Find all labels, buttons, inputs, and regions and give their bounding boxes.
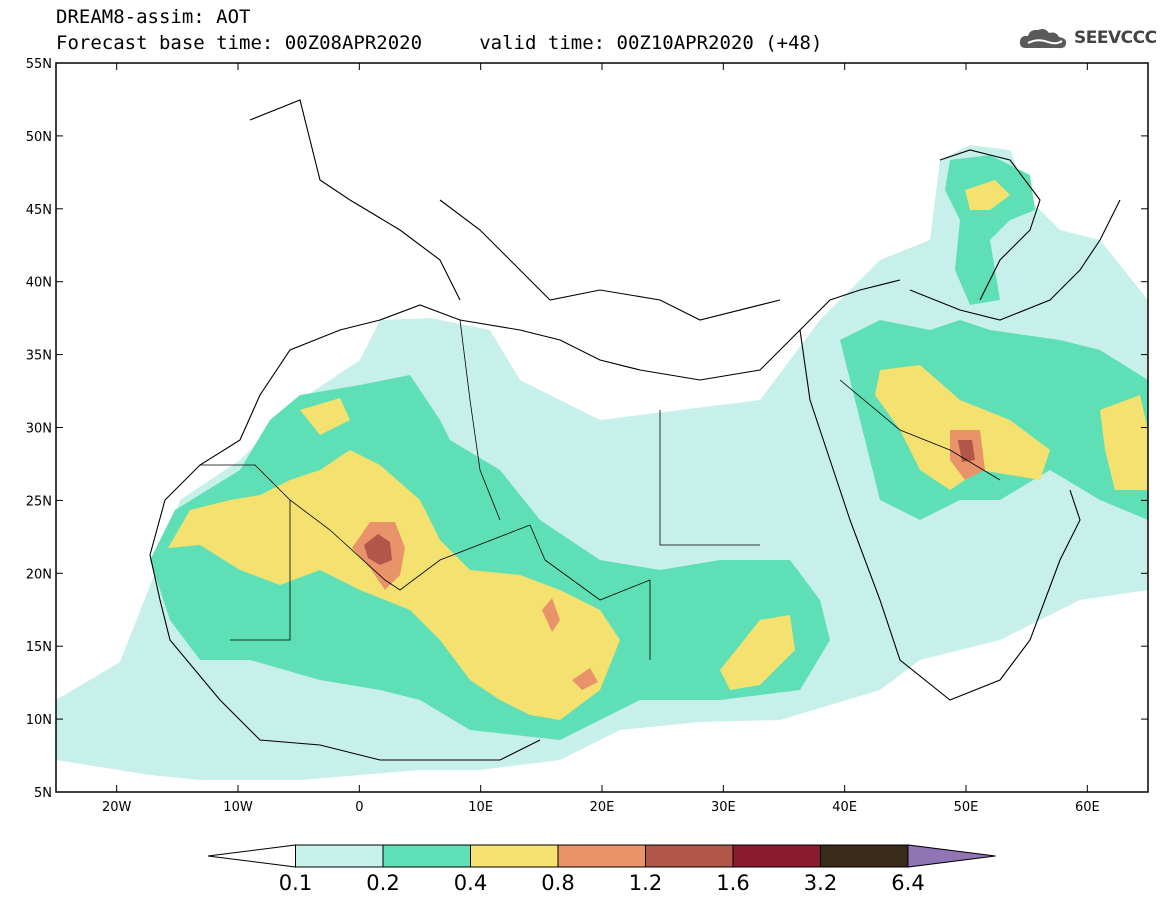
lon-tick-label: 60E (1075, 800, 1100, 815)
lat-tick-label: 30N (26, 422, 52, 437)
colorbar-label: 0.8 (541, 871, 574, 895)
colorbar-label: 0.4 (454, 871, 487, 895)
lat-tick-label: 20N (26, 567, 52, 582)
lat-tick-label: 15N (26, 640, 52, 655)
lon-tick-label: 20W (102, 800, 132, 815)
aot-contour-1.2 (364, 440, 975, 565)
cloud-icon (1019, 29, 1067, 49)
colorbar-box (820, 844, 909, 868)
lon-tick-label: 10E (468, 800, 493, 815)
colorbar-label: 3.2 (804, 871, 837, 895)
country-borders (200, 319, 1001, 660)
lat-tick-label: 35N (26, 349, 52, 364)
colorbar-right-arrow (907, 844, 996, 868)
colorbar-box (645, 844, 734, 868)
colorbar-box (295, 844, 384, 868)
lon-tick-label: 50E (954, 800, 979, 815)
lat-tick-label: 25N (26, 494, 52, 509)
colorbar-box (732, 844, 821, 868)
colorbar-label: 0.2 (366, 871, 399, 895)
colorbar-label: 0.1 (279, 871, 312, 895)
map-title: DREAM8-assim: AOT (56, 6, 251, 28)
lon-tick-label: 10W (223, 800, 253, 815)
lat-tick-label: 40N (26, 276, 52, 291)
lon-tick-label: 40E (832, 800, 857, 815)
colorbar-label: 1.6 (716, 871, 749, 895)
colorbar-box (382, 844, 471, 868)
lat-tick-label: 45N (26, 203, 52, 218)
forecast-time-line: Forecast base time: 00Z08APR2020 valid t… (56, 32, 823, 54)
lat-tick-label: 5N (34, 786, 52, 801)
colorbar-box (557, 844, 646, 868)
coastlines (149, 99, 1121, 761)
lat-tick-label: 55N (26, 57, 52, 72)
lat-tick-label: 10N (26, 713, 52, 728)
latitude-axis: 55N 50N 45N 40N 35N 30N 25N 20N 15N 10N 5N (26, 57, 1148, 801)
lon-tick-label: 20E (590, 800, 615, 815)
aot-contour-0.4 (168, 180, 1148, 720)
colorbar-left-arrow (207, 844, 296, 868)
lat-tick-label: 50N (26, 130, 52, 145)
logo-text: SEEVCCC (1074, 28, 1157, 48)
lon-tick-label: 30E (711, 800, 736, 815)
colorbar-label: 1.2 (629, 871, 662, 895)
colorbar-label: 6.4 (891, 871, 924, 895)
seevccc-logo: SEEVCCC (1018, 26, 1157, 50)
colorbar-box (470, 844, 559, 868)
aot-colorbar: 0.1 0.2 0.4 0.8 1.2 1.6 3.2 6.4 (207, 844, 996, 895)
lon-tick-label: 0 (355, 800, 363, 815)
longitude-axis: 20W 10W 0 10E 20E 30E 40E 50E 60E (102, 63, 1100, 815)
